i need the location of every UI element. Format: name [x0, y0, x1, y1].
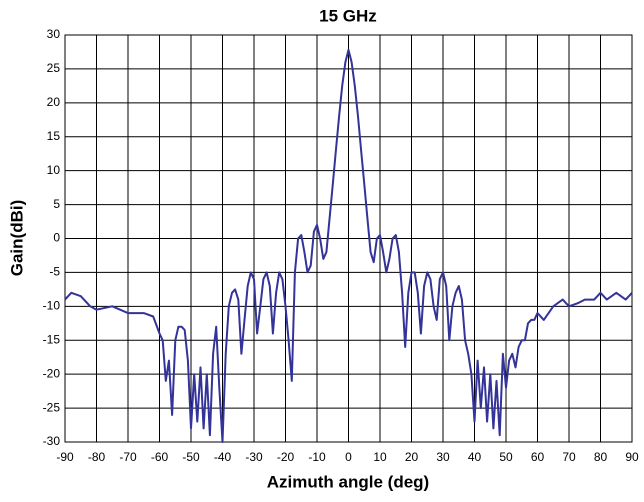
- y-tick-label: 20: [47, 95, 61, 109]
- y-tick-label: 10: [47, 163, 61, 177]
- x-tick-label: -60: [151, 450, 169, 464]
- x-tick-label: 30: [436, 450, 450, 464]
- chart-title: 15 GHz: [319, 6, 377, 25]
- y-tick-label: 30: [47, 27, 61, 41]
- x-tick-label: 60: [531, 450, 545, 464]
- x-tick-label: -20: [277, 450, 295, 464]
- y-tick-label: -30: [43, 434, 61, 448]
- x-tick-label: -70: [119, 450, 137, 464]
- y-tick-label: -10: [43, 299, 61, 313]
- y-tick-label: -25: [43, 400, 61, 414]
- x-tick-label: -50: [182, 450, 200, 464]
- y-tick-label: -15: [43, 332, 61, 346]
- y-tick-label: 0: [53, 231, 60, 245]
- x-tick-label: 10: [373, 450, 387, 464]
- y-axis-label: Gain(dBi): [7, 200, 26, 277]
- y-tick-label: -20: [43, 366, 61, 380]
- x-tick-label: -40: [214, 450, 232, 464]
- y-tick-label: 25: [47, 61, 61, 75]
- x-tick-label: -80: [88, 450, 106, 464]
- x-tick-label: 0: [345, 450, 352, 464]
- x-tick-label: 50: [499, 450, 513, 464]
- x-tick-label: 40: [468, 450, 482, 464]
- x-tick-label: -90: [56, 450, 74, 464]
- x-axis-label: Azimuth angle (deg): [267, 472, 429, 491]
- y-tick-label: -5: [49, 265, 60, 279]
- x-tick-label: -30: [245, 450, 263, 464]
- x-tick-label: 90: [625, 450, 639, 464]
- data-line: [64, 48, 633, 443]
- x-tick-label: 70: [562, 450, 576, 464]
- x-tick-label: -10: [308, 450, 326, 464]
- y-tick-label: 5: [53, 197, 60, 211]
- x-tick-label: 20: [405, 450, 419, 464]
- y-tick-label: 15: [47, 129, 61, 143]
- x-tick-label: 80: [594, 450, 608, 464]
